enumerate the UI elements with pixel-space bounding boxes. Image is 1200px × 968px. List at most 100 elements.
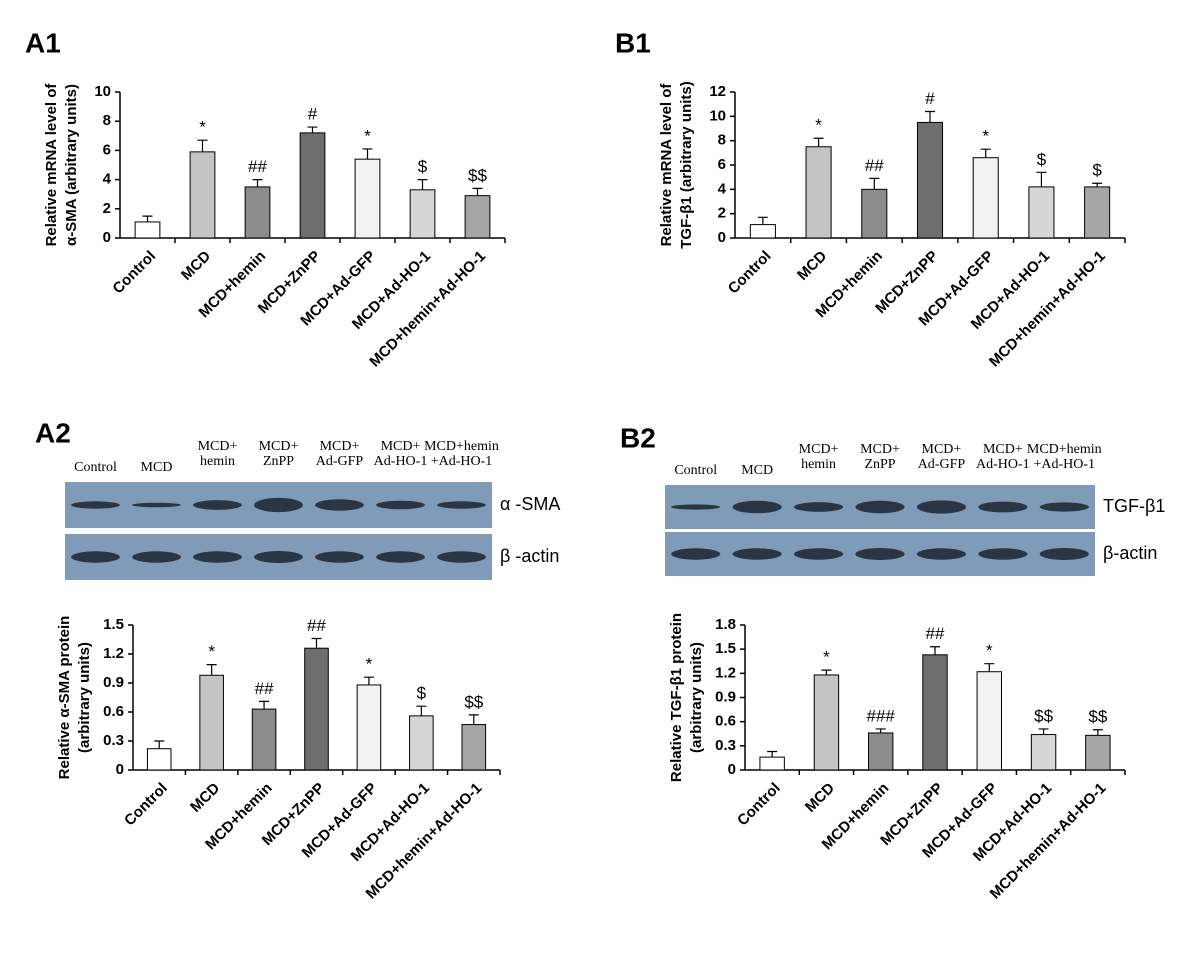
lane-label: MCD+ bbox=[381, 439, 421, 454]
significance-mark: $ bbox=[1037, 150, 1047, 169]
blot-band bbox=[732, 500, 782, 514]
y-tick-label: 2 bbox=[718, 205, 726, 222]
lane-label: +Ad-HO-1 bbox=[1034, 457, 1096, 472]
error-bar bbox=[307, 126, 318, 133]
error-bar bbox=[869, 177, 880, 190]
lane-label: MCD+ bbox=[320, 439, 360, 454]
blot-band bbox=[132, 551, 181, 563]
error-bar bbox=[1092, 182, 1103, 187]
y-tick-label: 8 bbox=[718, 132, 726, 149]
y-tick-label: 0 bbox=[718, 229, 726, 246]
lane-label: MCD+ bbox=[860, 442, 900, 457]
bar bbox=[199, 674, 224, 771]
y-tick-label: 12 bbox=[709, 83, 726, 100]
lane-label: Ad-GFP bbox=[316, 454, 364, 469]
significance-mark: * bbox=[366, 655, 373, 674]
blot-band bbox=[376, 551, 425, 563]
significance-mark: ## bbox=[926, 624, 945, 643]
error-bar bbox=[1036, 171, 1047, 187]
lane-label: MCD+ bbox=[198, 439, 238, 454]
significance-mark: * bbox=[823, 648, 830, 667]
blot-band bbox=[671, 504, 721, 510]
error-bar bbox=[416, 705, 427, 716]
y-axis-label: α-SMA (arbitrary units) bbox=[63, 84, 80, 246]
panel-label: A1 bbox=[25, 27, 61, 58]
y-tick-label: 1.2 bbox=[103, 645, 124, 662]
bar bbox=[1030, 734, 1057, 771]
significance-mark: ## bbox=[307, 616, 326, 635]
lane-label: MCD+ bbox=[259, 439, 299, 454]
lane-label: Ad-GFP bbox=[918, 457, 966, 472]
error-bar bbox=[757, 216, 768, 225]
bar bbox=[146, 748, 172, 771]
y-axis-label: Relative mRNA level of bbox=[658, 83, 675, 247]
significance-mark: ## bbox=[248, 157, 267, 176]
y-tick-label: 10 bbox=[709, 107, 726, 124]
error-bar bbox=[925, 110, 935, 123]
lane-label: MCD+ bbox=[983, 442, 1023, 457]
bar bbox=[464, 195, 491, 239]
significance-mark: $$ bbox=[468, 166, 487, 185]
bar bbox=[189, 151, 216, 239]
y-tick-label: 6 bbox=[718, 156, 726, 173]
significance-mark: * bbox=[208, 642, 215, 661]
row-label: TGF-β1 bbox=[1103, 496, 1165, 516]
x-tick-label: Control bbox=[109, 248, 159, 298]
x-tick-label: Control bbox=[725, 248, 775, 298]
bar bbox=[354, 158, 381, 239]
bar bbox=[461, 724, 487, 771]
error-bar bbox=[767, 750, 778, 758]
blot-band bbox=[71, 551, 120, 563]
error-bar bbox=[1092, 729, 1103, 736]
y-tick-label: 6 bbox=[103, 141, 111, 158]
y-tick-label: 4 bbox=[103, 171, 112, 188]
error-bar bbox=[206, 664, 217, 676]
bar bbox=[749, 224, 776, 239]
blot-band bbox=[437, 501, 486, 509]
error-bar bbox=[154, 740, 165, 749]
error-bar bbox=[930, 646, 940, 655]
bar bbox=[868, 732, 894, 771]
significance-mark: $ bbox=[418, 157, 428, 176]
y-axis-label: Relative TGF-β1 protein bbox=[668, 613, 685, 782]
bar bbox=[813, 674, 840, 771]
row-label: β -actin bbox=[500, 546, 559, 566]
error-bar bbox=[813, 137, 824, 147]
lane-label: +Ad-HO-1 bbox=[431, 454, 493, 469]
significance-mark: $ bbox=[1092, 161, 1102, 180]
error-bar bbox=[821, 669, 832, 675]
blot-band bbox=[376, 500, 425, 510]
x-tick-label: MCD bbox=[794, 248, 830, 284]
y-axis-label: Relative α-SMA protein bbox=[56, 616, 73, 780]
error-bar bbox=[252, 179, 263, 187]
blot-band bbox=[978, 501, 1028, 513]
x-tick-label: MCD bbox=[802, 780, 838, 816]
x-tick-label: MCD bbox=[187, 780, 223, 816]
error-bar bbox=[259, 700, 270, 710]
blot-band bbox=[132, 502, 181, 508]
blot-band bbox=[978, 548, 1028, 560]
significance-mark: ## bbox=[255, 679, 274, 698]
error-bar bbox=[875, 728, 886, 733]
significance-mark: $$ bbox=[464, 692, 483, 711]
error-bar bbox=[417, 179, 428, 190]
bar bbox=[759, 756, 785, 771]
error-bar bbox=[1038, 728, 1049, 735]
significance-mark: $$ bbox=[1034, 706, 1053, 725]
blot-band bbox=[315, 551, 364, 563]
significance-mark: $ bbox=[417, 684, 427, 703]
y-axis-label: (arbitrary units) bbox=[76, 642, 93, 753]
y-tick-label: 0 bbox=[728, 761, 736, 778]
blot-band bbox=[193, 551, 242, 563]
blot-band bbox=[254, 551, 303, 563]
blot-band bbox=[193, 500, 242, 510]
bar bbox=[972, 157, 999, 239]
bar bbox=[922, 654, 948, 771]
bar bbox=[976, 671, 1002, 771]
blot-band bbox=[732, 548, 782, 560]
significance-mark: ### bbox=[867, 706, 896, 725]
blot-band bbox=[916, 500, 967, 514]
error-bar bbox=[142, 215, 153, 222]
significance-mark: * bbox=[199, 118, 206, 137]
panel-label: A2 bbox=[35, 417, 71, 448]
